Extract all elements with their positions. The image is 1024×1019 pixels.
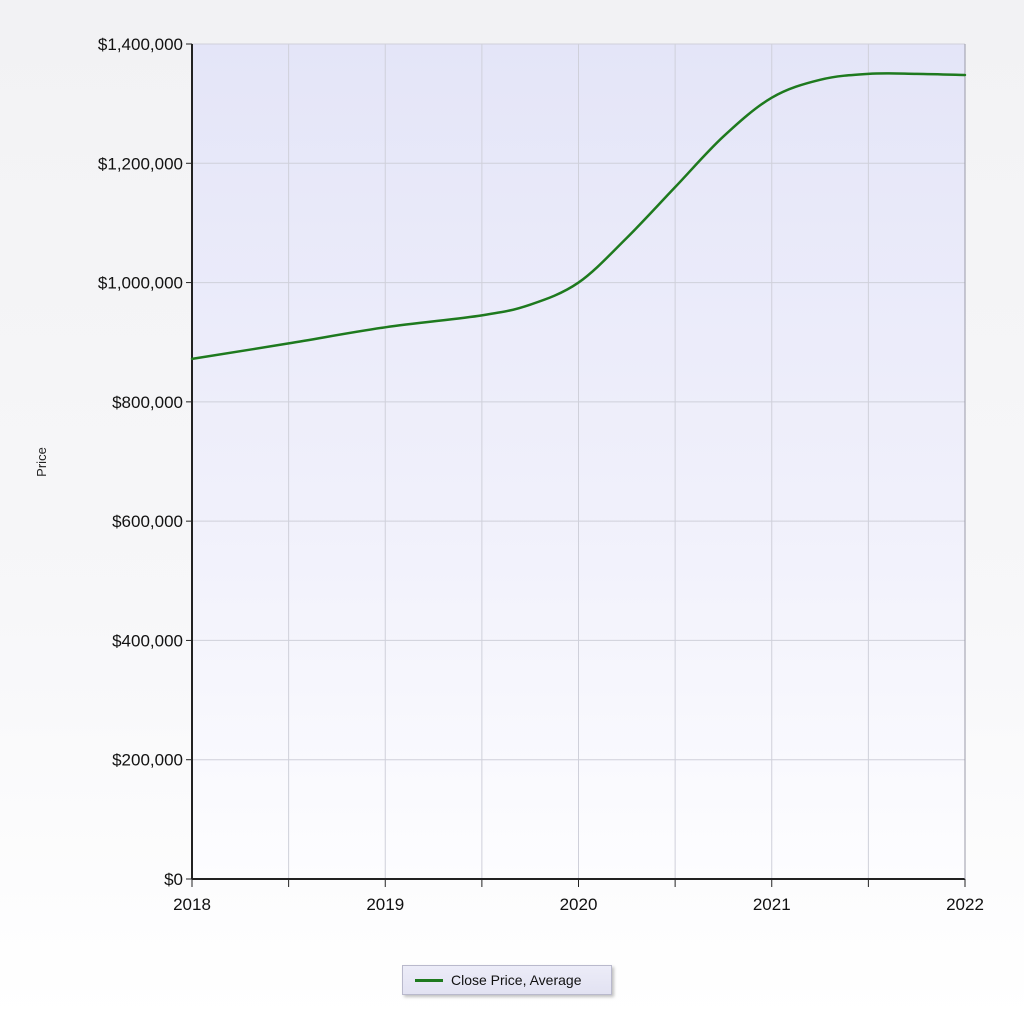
y-tick-label: $1,000,000: [98, 274, 183, 293]
series-line-close-price: [190, 72, 967, 361]
legend: Close Price, Average: [402, 965, 612, 995]
legend-swatch-close-price: [415, 978, 443, 982]
x-tick-label: 2021: [753, 895, 791, 914]
y-tick-label: $800,000: [112, 393, 183, 412]
tick-labels: $0 $200,000 $400,000 $600,000 $800,000 $1,000…: [98, 35, 984, 914]
y-axis-title: Price: [34, 447, 49, 477]
y-tick-label: $1,200,000: [98, 154, 183, 173]
y-tick-label: $200,000: [112, 751, 183, 770]
y-tick-label: $600,000: [112, 512, 183, 531]
y-tick-label: $1,400,000: [98, 35, 183, 54]
y-tick-label: $0: [164, 870, 183, 889]
x-tick-label: 2018: [173, 895, 211, 914]
legend-label-close-price: Close Price, Average: [451, 972, 582, 988]
x-tick-label: 2020: [560, 895, 598, 914]
y-tick-label: $400,000: [112, 631, 183, 650]
axes: [186, 43, 966, 887]
series-lines: [190, 72, 967, 361]
x-tick-label: 2019: [366, 895, 404, 914]
x-tick-label: 2022: [946, 895, 984, 914]
